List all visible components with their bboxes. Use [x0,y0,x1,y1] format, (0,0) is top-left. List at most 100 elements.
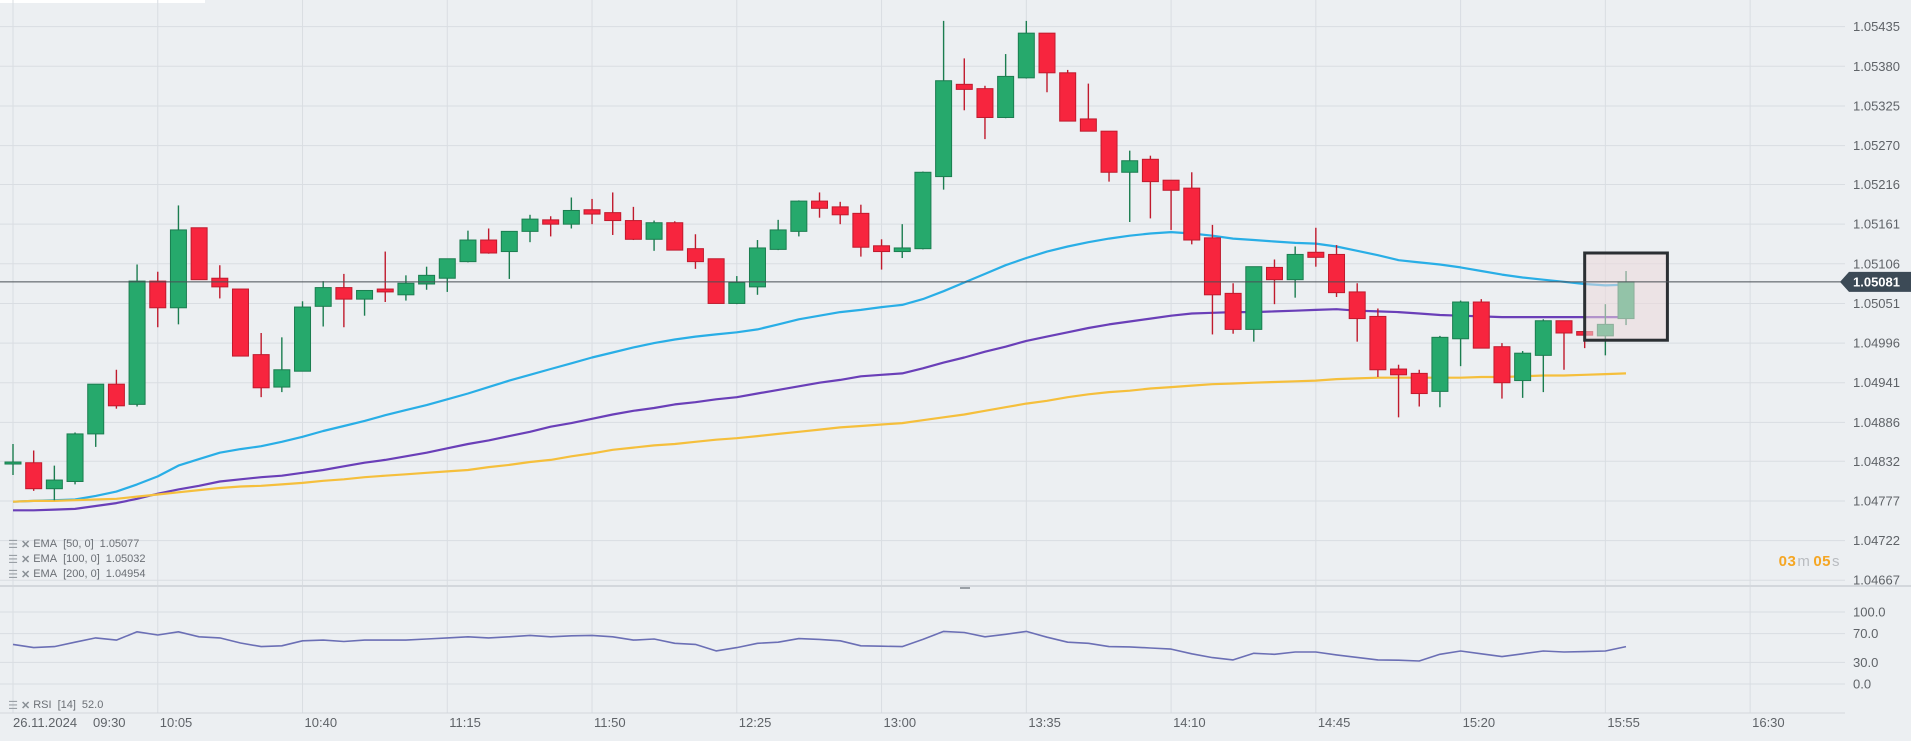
candle [645,220,663,251]
close-icon[interactable]: ✕ [21,699,31,712]
price-tick-label: 1.04886 [1853,415,1900,430]
candle-body-bull [748,247,766,288]
candle [87,383,105,447]
legend-name: EMA [33,553,58,565]
time-tick-label: 09:30 [93,715,126,730]
candle-body-bear [190,227,208,281]
time-tick-label: 10:05 [160,715,193,730]
price-tick-label: 1.05051 [1853,296,1900,311]
candles [4,20,1635,501]
legend-params: [14] [57,699,76,711]
rsi-tick-label: 0.0 [1853,677,1871,692]
candle [459,230,477,263]
candle-body-bear [686,248,704,263]
candle [1100,130,1118,182]
legend-params: [100, 0] [63,553,100,565]
candle-body-bear [1224,292,1242,330]
close-icon[interactable]: ✕ [21,538,31,551]
candle [852,204,870,257]
close-icon[interactable]: ✕ [21,553,31,566]
candle-body-bull [87,383,105,435]
candle [1348,283,1366,342]
price-tick-label: 1.05435 [1853,19,1900,34]
candle [811,192,829,218]
candle-body-bear [25,462,43,490]
price-tick-label: 1.05216 [1853,177,1900,192]
candle-body-bear [955,83,973,90]
candle [1452,300,1470,367]
settings-icon[interactable]: ☰ [8,538,18,551]
candle-body-bull [418,274,436,285]
candle-body-bull [790,200,808,232]
candle [542,216,560,237]
candle [1059,69,1077,122]
candle [335,273,353,328]
candle [686,234,704,269]
candle-body-bull [500,230,518,253]
candle-body-bull [294,306,312,372]
settings-icon[interactable]: ☰ [8,553,18,566]
candle [914,171,932,250]
candle-body-bull [4,461,22,465]
candle-body-bear [542,219,560,225]
candle-body-bear [231,288,249,357]
candle [769,219,787,251]
candle-body-bull [914,171,932,250]
current-price-badge [1840,271,1911,292]
close-icon[interactable]: ✕ [21,568,31,581]
legend-params: [200, 0] [63,568,100,580]
candle-body-bear [1265,266,1283,281]
candle [1472,299,1490,349]
countdown-seconds: 05 [1813,553,1831,570]
candle [190,227,208,281]
legend-name: RSI [33,699,52,711]
legend-name: EMA [33,538,58,550]
legend-ema-100: ☰ ✕ EMA [100, 0] 1.05032 [8,552,145,566]
candle [1141,155,1159,219]
candle-body-bull [997,75,1015,118]
ema-line-200 [12,372,1627,503]
price-tick-label: 1.05380 [1853,59,1900,74]
candle [4,444,22,475]
settings-icon[interactable]: ☰ [8,568,18,581]
candle [1245,266,1263,342]
candle [252,333,270,398]
candle-body-bear [1162,179,1180,191]
candle [893,224,911,259]
candle-body-bull [66,433,84,482]
legend-params: [50, 0] [63,538,94,550]
time-tick-label: 13:00 [884,715,917,730]
candle [438,258,456,292]
candle-body-bear [976,88,994,118]
date-label: 26.11.2024 [13,715,77,730]
time-tick-label: 14:45 [1318,715,1351,730]
candle [1431,335,1449,408]
candle [376,251,394,303]
candle-body-bear [1079,118,1097,132]
grid [0,0,1911,714]
candle-body-bull [728,282,746,304]
ema-line-50 [12,231,1627,503]
candle-body-bear [583,209,601,215]
candle-body-bull [397,282,415,296]
candle-body-bear [831,206,849,216]
candle-body-bull [459,239,477,263]
candle [45,465,63,501]
candle [1038,32,1056,93]
candle [997,54,1015,119]
candle-body-bear [811,200,829,209]
price-tick-label: 1.04667 [1853,573,1900,588]
candle [294,301,312,372]
settings-icon[interactable]: ☰ [8,699,18,712]
candle-body-bear [604,212,622,222]
time-tick-label: 15:20 [1463,715,1496,730]
candle-body-bear [1555,320,1573,334]
candle [1390,364,1408,418]
countdown-seconds-unit: s [1832,553,1840,570]
legend-ema-200: ☰ ✕ EMA [200, 0] 1.04954 [8,567,145,581]
legend-name: EMA [33,568,58,580]
candle [1203,224,1221,335]
candle-body-bull [356,289,374,300]
time-tick-label: 14:10 [1173,715,1206,730]
